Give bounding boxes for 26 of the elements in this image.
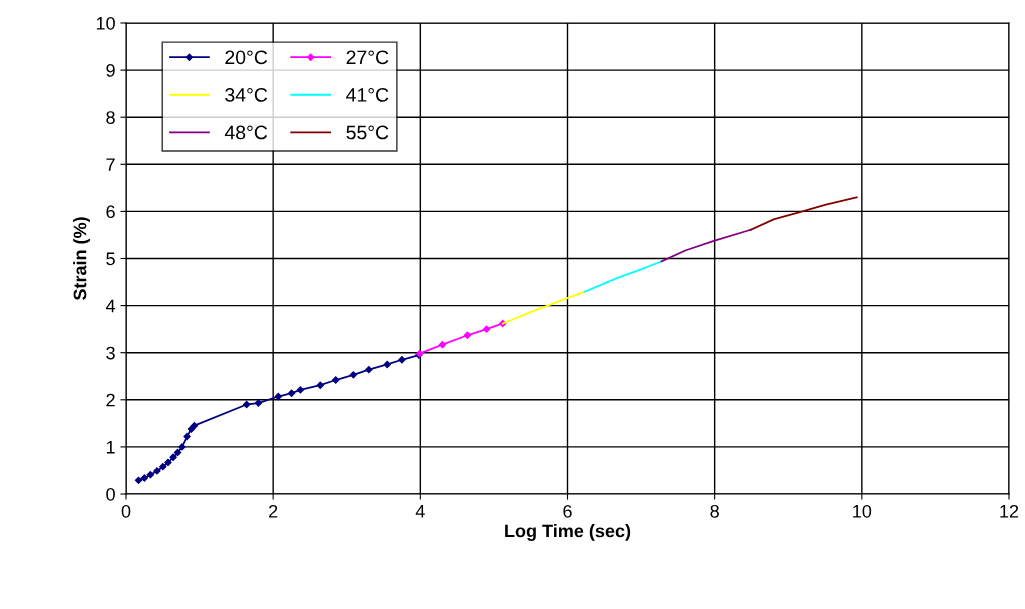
- x-axis-title: Log Time (sec): [505, 524, 631, 541]
- y-tick-label: 3: [106, 346, 115, 360]
- y-tick-label: 9: [106, 64, 115, 77]
- x-tick-label: 2: [269, 504, 278, 518]
- y-tick-label: 4: [105, 299, 116, 313]
- y-tick-label: 2: [106, 393, 115, 407]
- x-tick-label: 8: [710, 504, 719, 518]
- y-tick-label: 6: [106, 205, 115, 219]
- legend-label: 27°C: [346, 50, 389, 65]
- x-tick-label: 10: [853, 504, 872, 518]
- x-tick-label: 0: [121, 504, 131, 518]
- legend-label: 20°C: [225, 50, 268, 65]
- legend-label: 34°C: [225, 88, 268, 102]
- y-tick-label: 8: [106, 111, 115, 124]
- legend-label: 48°C: [224, 125, 268, 140]
- y-tick-label: 1: [106, 441, 115, 454]
- x-tick-label: 6: [563, 504, 572, 518]
- legend-label: 55°C: [346, 125, 389, 140]
- y-axis-title: Strain (%): [73, 217, 90, 301]
- legend-label: 41°C: [346, 88, 389, 102]
- x-tick-label: 12: [1000, 504, 1019, 518]
- y-tick-label: 0: [106, 487, 115, 501]
- y-tick-label: 7: [106, 158, 115, 171]
- y-tick-label: 5: [106, 252, 115, 266]
- x-tick-label: 4: [415, 505, 425, 518]
- y-tick-label: 10: [96, 16, 115, 30]
